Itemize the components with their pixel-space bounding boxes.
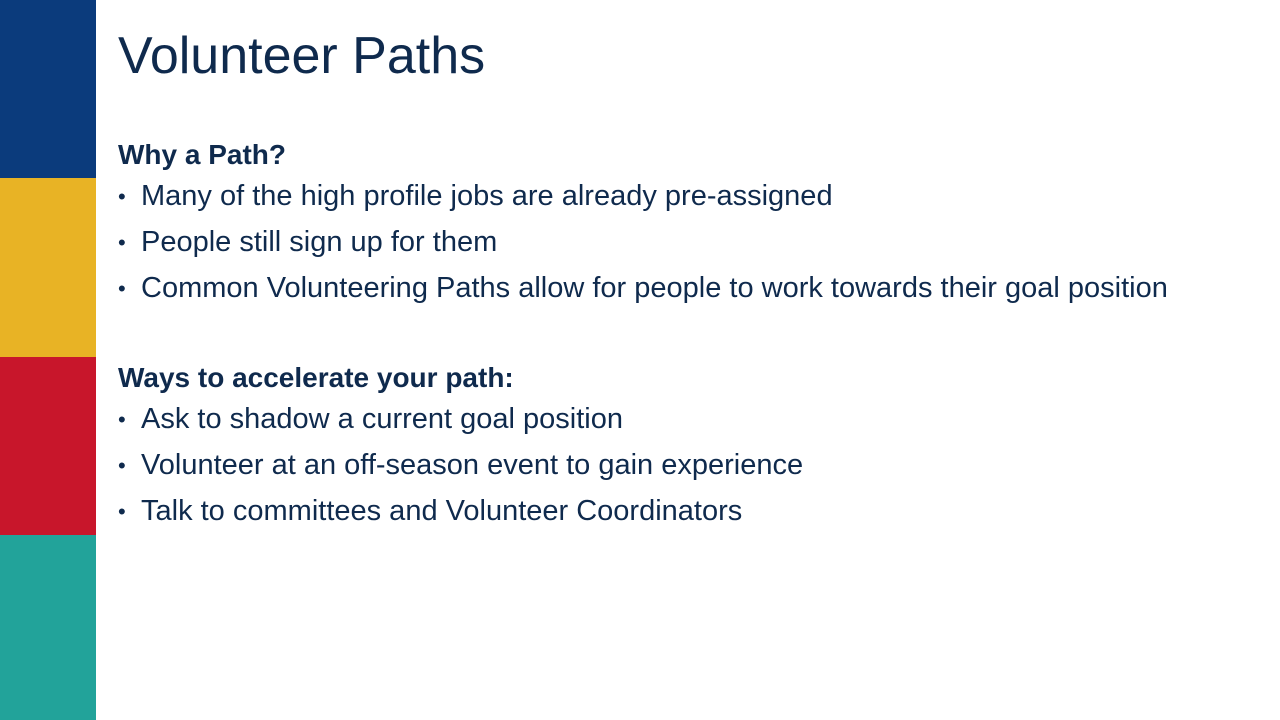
bullet-list: • Many of the high profile jobs are alre… bbox=[118, 180, 1228, 305]
bullet-item: • Many of the high profile jobs are alre… bbox=[118, 180, 1228, 213]
bullet-item: • Common Volunteering Paths allow for pe… bbox=[118, 272, 1228, 305]
bullet-icon: • bbox=[118, 453, 126, 478]
accent-stripe-blue bbox=[0, 0, 96, 178]
bullet-icon: • bbox=[118, 407, 126, 432]
bullet-item: • People still sign up for them bbox=[118, 226, 1228, 259]
accent-stripe-red bbox=[0, 357, 96, 535]
bullet-text: Common Volunteering Paths allow for peop… bbox=[141, 272, 1168, 304]
section-heading: Why a Path? bbox=[118, 139, 287, 170]
bullet-text: Ask to shadow a current goal position bbox=[141, 403, 623, 435]
bullet-text: People still sign up for them bbox=[141, 226, 498, 258]
accent-stripe-yellow bbox=[0, 178, 96, 357]
bullet-icon: • bbox=[118, 276, 126, 301]
bullet-item: • Ask to shadow a current goal position bbox=[118, 403, 1228, 436]
slide-content: Why a Path? • Many of the high profile j… bbox=[118, 135, 1228, 541]
bullet-text: Many of the high profile jobs are alread… bbox=[141, 180, 833, 212]
accent-stripe-teal bbox=[0, 535, 96, 720]
bullet-icon: • bbox=[118, 230, 126, 255]
bullet-text: Volunteer at an off-season event to gain… bbox=[141, 449, 804, 481]
bullet-text: Talk to committees and Volunteer Coordin… bbox=[141, 495, 743, 527]
section-ways-to-accelerate: Ways to accelerate your path: • Ask to s… bbox=[118, 358, 1228, 528]
bullet-list: • Ask to shadow a current goal position … bbox=[118, 403, 1228, 528]
bullet-item: • Volunteer at an off-season event to ga… bbox=[118, 449, 1228, 482]
section-spacer bbox=[118, 318, 1228, 358]
bullet-icon: • bbox=[118, 499, 126, 524]
slide-title: Volunteer Paths bbox=[118, 27, 486, 85]
section-why-a-path: Why a Path? • Many of the high profile j… bbox=[118, 135, 1228, 305]
bullet-item: • Talk to committees and Volunteer Coord… bbox=[118, 495, 1228, 528]
section-heading: Ways to accelerate your path: bbox=[118, 362, 514, 393]
bullet-icon: • bbox=[118, 184, 126, 209]
